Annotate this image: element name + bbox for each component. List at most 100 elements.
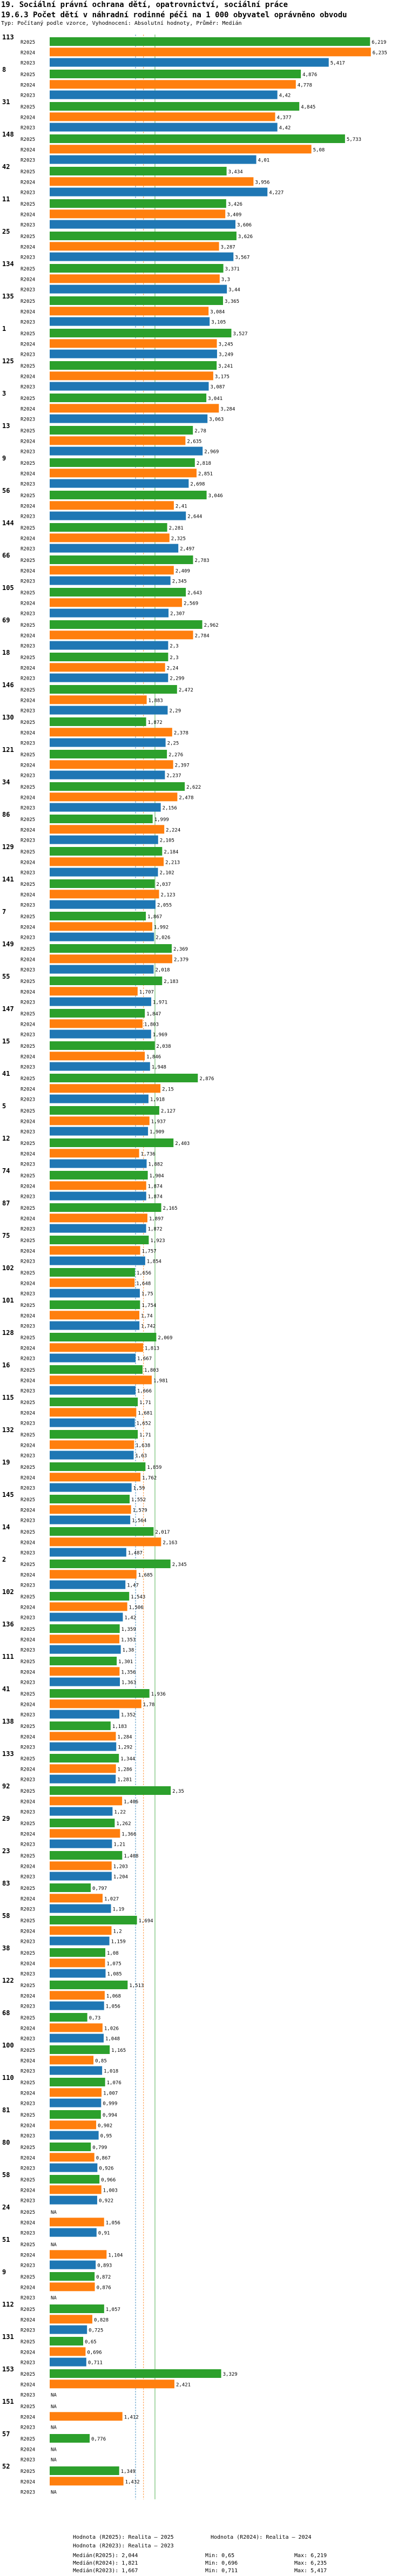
bar-r2024 (50, 1926, 112, 1935)
report-title: 19. Sociální právní ochrana dětí, opatro… (1, 1, 288, 9)
group-label: 86 (2, 811, 10, 818)
data-label: 1,159 (111, 1940, 126, 1945)
bar-r2025 (50, 232, 237, 240)
max-2024: Max: 6,235 (294, 2560, 327, 2566)
bar-r2024 (50, 728, 172, 737)
bar-r2025 (50, 491, 207, 499)
group-label: 125 (2, 357, 14, 365)
data-label: 0,926 (99, 2166, 113, 2172)
data-label: 2,78 (194, 429, 206, 434)
data-label: 0,776 (91, 2437, 106, 2442)
data-label: 4,227 (269, 191, 284, 196)
series-tick-label: R2024 (21, 1508, 35, 1513)
data-label: 0,902 (98, 2123, 112, 2128)
data-label: 2,299 (170, 676, 184, 682)
series-tick-label: R2023 (21, 871, 35, 876)
group-label: 138 (2, 1718, 14, 1725)
data-label: 1,203 (113, 1864, 128, 1869)
bar-r2025 (50, 2045, 110, 2054)
series-tick-label: R2023 (21, 1648, 35, 1653)
data-label: 6,219 (372, 40, 386, 45)
series-tick-label: R2023 (21, 1389, 35, 1394)
bar-r2024 (50, 1699, 141, 1709)
data-label: 1,742 (141, 1324, 156, 1330)
data-label: 2,497 (180, 547, 194, 552)
bar-r2024 (50, 2412, 123, 2421)
data-label: 3,175 (215, 374, 230, 379)
series-tick-label: R2024 (21, 828, 35, 833)
series-tick-label: R2023 (21, 1616, 35, 1621)
bar-r2024 (50, 2380, 174, 2389)
data-label: 1,883 (148, 698, 163, 703)
legend-r2024: Hodnota (R2024): Realita – 2024 (211, 2534, 312, 2540)
min-2025: Min: 0,65 (205, 2553, 235, 2559)
data-label: 1,406 (124, 1799, 138, 1805)
bar-r2024 (50, 1473, 141, 1482)
bar-r2023 (50, 1969, 106, 1978)
group-label: 15 (2, 1038, 10, 1045)
group-label: 144 (2, 519, 14, 527)
bar-r2023 (50, 1936, 110, 1945)
data-label: 1,666 (137, 1389, 152, 1394)
data-label: 1,352 (121, 1713, 136, 1718)
bar-r2023 (50, 1807, 113, 1816)
series-tick-label: R2025 (21, 2340, 35, 2345)
data-label: 1,897 (149, 1216, 164, 1222)
na-label: NA (51, 2404, 57, 2410)
na-label: NA (51, 2393, 57, 2398)
data-label: 0,799 (92, 2145, 107, 2151)
series-tick-label: R2023 (21, 1680, 35, 1686)
data-label: 1,59 (133, 1486, 145, 1492)
bar-r2025 (50, 199, 226, 208)
data-label: 1,356 (121, 1670, 136, 1675)
series-tick-label: R2025 (21, 817, 35, 823)
series-tick-label: R2023 (21, 1357, 35, 1362)
bar-r2025 (50, 1981, 128, 1989)
bar-r2024 (50, 501, 174, 510)
group-label: 80 (2, 2139, 10, 2146)
bar-r2025 (50, 653, 168, 661)
series-tick-label: R2024 (21, 1994, 35, 1999)
bar-r2025 (50, 1527, 154, 1536)
series-tick-label: R2024 (21, 1346, 35, 1351)
series-tick-label: R2023 (21, 1195, 35, 1200)
bar-r2025 (50, 1495, 130, 1503)
bar-r2024 (50, 1861, 112, 1870)
data-label: 1,165 (111, 2048, 126, 2053)
series-tick-label: R2024 (21, 1151, 35, 1157)
series-tick-label: R2025 (21, 1206, 35, 1211)
series-tick-label: R2024 (21, 1313, 35, 1319)
bar-r2025 (50, 717, 146, 726)
data-label: 1,854 (147, 1259, 161, 1265)
series-tick-label: R2024 (21, 471, 35, 477)
group-label: 14 (2, 1523, 10, 1531)
series-tick-label: R2023 (21, 2425, 35, 2431)
series-tick-label: R2024 (21, 2285, 35, 2290)
series-tick-label: R2023 (21, 1130, 35, 1135)
group-label: 5 (2, 1102, 6, 1110)
data-label: 4,377 (277, 115, 292, 120)
data-label: 2,622 (186, 785, 201, 790)
bar-r2024 (50, 1797, 123, 1806)
group-label: 41 (2, 1070, 10, 1077)
group-label: 147 (2, 1005, 14, 1013)
data-label: 5,08 (313, 147, 325, 153)
bar-r2024 (50, 112, 275, 121)
bar-r2025 (50, 977, 163, 985)
data-label: 1,652 (137, 1421, 151, 1427)
group-label: 131 (2, 2333, 14, 2341)
data-label: 1,068 (106, 1994, 121, 1999)
series-tick-label: R2023 (21, 1486, 35, 1492)
bar-r2023 (50, 1742, 117, 1751)
group-label: 38 (2, 1944, 10, 1952)
data-label: 1,74 (141, 1313, 153, 1319)
series-tick-label: R2025 (21, 105, 35, 110)
data-label: 1,344 (120, 1757, 135, 1762)
data-label: 1,432 (125, 2479, 140, 2485)
series-tick-label: R2024 (21, 1378, 35, 1384)
bar-r2024 (50, 922, 153, 931)
bar-r2023 (50, 1450, 134, 1460)
series-tick-label: R2023 (21, 903, 35, 909)
bar-r2023 (50, 706, 168, 715)
group-label: 105 (2, 584, 14, 592)
